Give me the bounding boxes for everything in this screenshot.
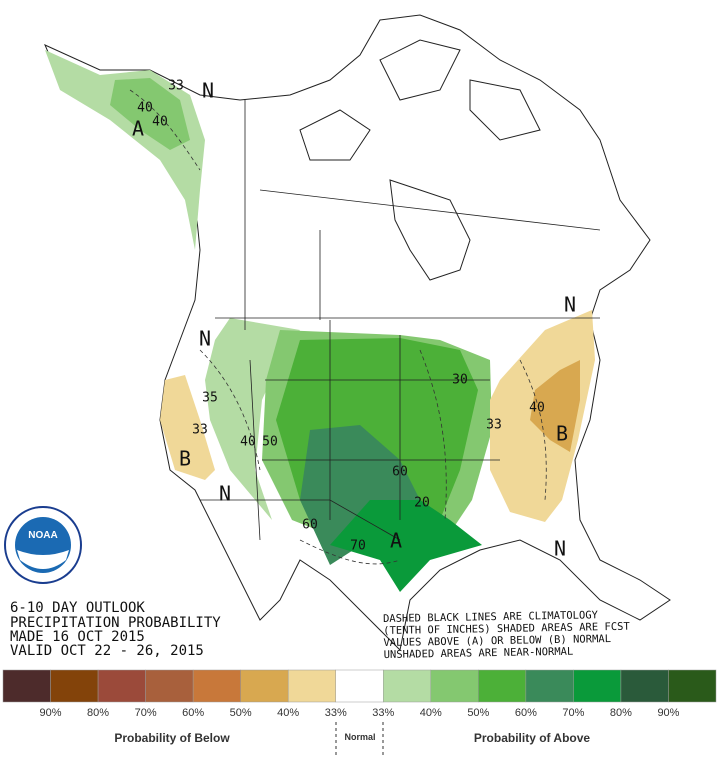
map-label: 40 (529, 401, 545, 416)
map-label: 40 (240, 435, 256, 450)
legend-swatch (430, 669, 479, 703)
map-label: B (556, 422, 568, 446)
legend-swatch (2, 669, 51, 703)
legend-swatch (525, 669, 574, 703)
arctic-islands (299, 39, 541, 161)
map-label: 33 (486, 418, 502, 433)
legend-label: 33% (325, 707, 347, 719)
legend: 90% 80% 70% 60% 50% 40% 33% 33% 40% 50% 60% 70% 80% 9… (2, 669, 717, 719)
legend-swatch (145, 669, 194, 703)
legend-swatch (50, 669, 99, 703)
map-label: 20 (414, 496, 430, 511)
legend-swatch (240, 669, 289, 703)
map-label: N (554, 537, 566, 561)
legend-label: 33% (372, 707, 394, 719)
legend-label: 60% (182, 707, 204, 719)
map-label: A (132, 117, 144, 141)
map-label: 50 (262, 435, 278, 450)
outlook-line: MADE 16 OCT 2015 (10, 629, 145, 645)
climatology (129, 89, 547, 565)
legend-swatch (97, 669, 146, 703)
shade-80 (330, 500, 482, 592)
legend-swatch (668, 669, 717, 703)
map-label: 60 (302, 518, 318, 533)
legend-label: 70% (135, 707, 157, 719)
legend-swatch (573, 669, 622, 703)
legend-label: 50% (467, 707, 489, 719)
logo-gull (17, 550, 69, 569)
map-label: 33 (168, 79, 184, 94)
map-label: N (202, 79, 214, 103)
map-label: 40 (152, 115, 168, 130)
legend-swatch (383, 669, 432, 703)
legend-swatch (478, 669, 527, 703)
legend-label: 40% (420, 707, 442, 719)
legend-label: 80% (610, 707, 632, 719)
map-label: N (199, 327, 211, 351)
legend-label: 90% (40, 707, 62, 719)
map-label: 40 (137, 101, 153, 116)
legend-swatch (335, 669, 384, 703)
note-line: VALUES ABOVE (A) OR BELOW (B) NORMAL (383, 633, 611, 649)
legend-swatch (192, 669, 241, 703)
map-label: A (390, 529, 402, 553)
shade-40 (205, 318, 300, 520)
note-line: DASHED BLACK LINES ARE CLIMATOLOGY (383, 609, 599, 625)
map-label: 30 (452, 373, 468, 388)
outlook-line: 6-10 DAY OUTLOOK (10, 600, 145, 616)
legend-above: Probability of Above (474, 731, 591, 745)
map-label: B (179, 447, 191, 471)
map-label: N (564, 293, 576, 317)
legend-label: 50% (230, 707, 252, 719)
notes: DASHED BLACK LINES ARE CLIMATOLOGY (TENT… (383, 609, 631, 661)
note-line: UNSHADED AREAS ARE NEAR-NORMAL (384, 646, 574, 661)
map-label: N (219, 482, 231, 506)
map-label: 35 (202, 391, 218, 406)
map-label: 33 (192, 423, 208, 438)
hudson-bay (389, 179, 471, 281)
logo-text: NOAA (28, 530, 57, 541)
note-line: (TENTH OF INCHES) SHADED AREAS ARE FCST (383, 621, 630, 637)
map-label: 60 (392, 465, 408, 480)
borders (200, 100, 601, 541)
legend-label: 90% (657, 707, 679, 719)
legend-swatch (620, 669, 669, 703)
legend-label: 60% (515, 707, 537, 719)
shade-below-40 (530, 360, 580, 452)
legend-swatch (287, 669, 336, 703)
outlook-text: 6-10 DAY OUTLOOK PRECIPITATION PROBABILI… (10, 600, 221, 659)
legend-label: 70% (562, 707, 584, 719)
legend-below: Probability of Below (114, 731, 230, 745)
legend-normal: Normal (344, 732, 375, 742)
outlook-line: PRECIPITATION PROBABILITY (10, 615, 221, 631)
legend-label: 80% (87, 707, 109, 719)
shade-below-33 (160, 375, 215, 480)
outlook-line: VALID OCT 22 - 26, 2015 (10, 643, 204, 659)
map-label: 70 (350, 539, 366, 554)
shade-50 (110, 78, 190, 150)
legend-label: 40% (277, 707, 299, 719)
